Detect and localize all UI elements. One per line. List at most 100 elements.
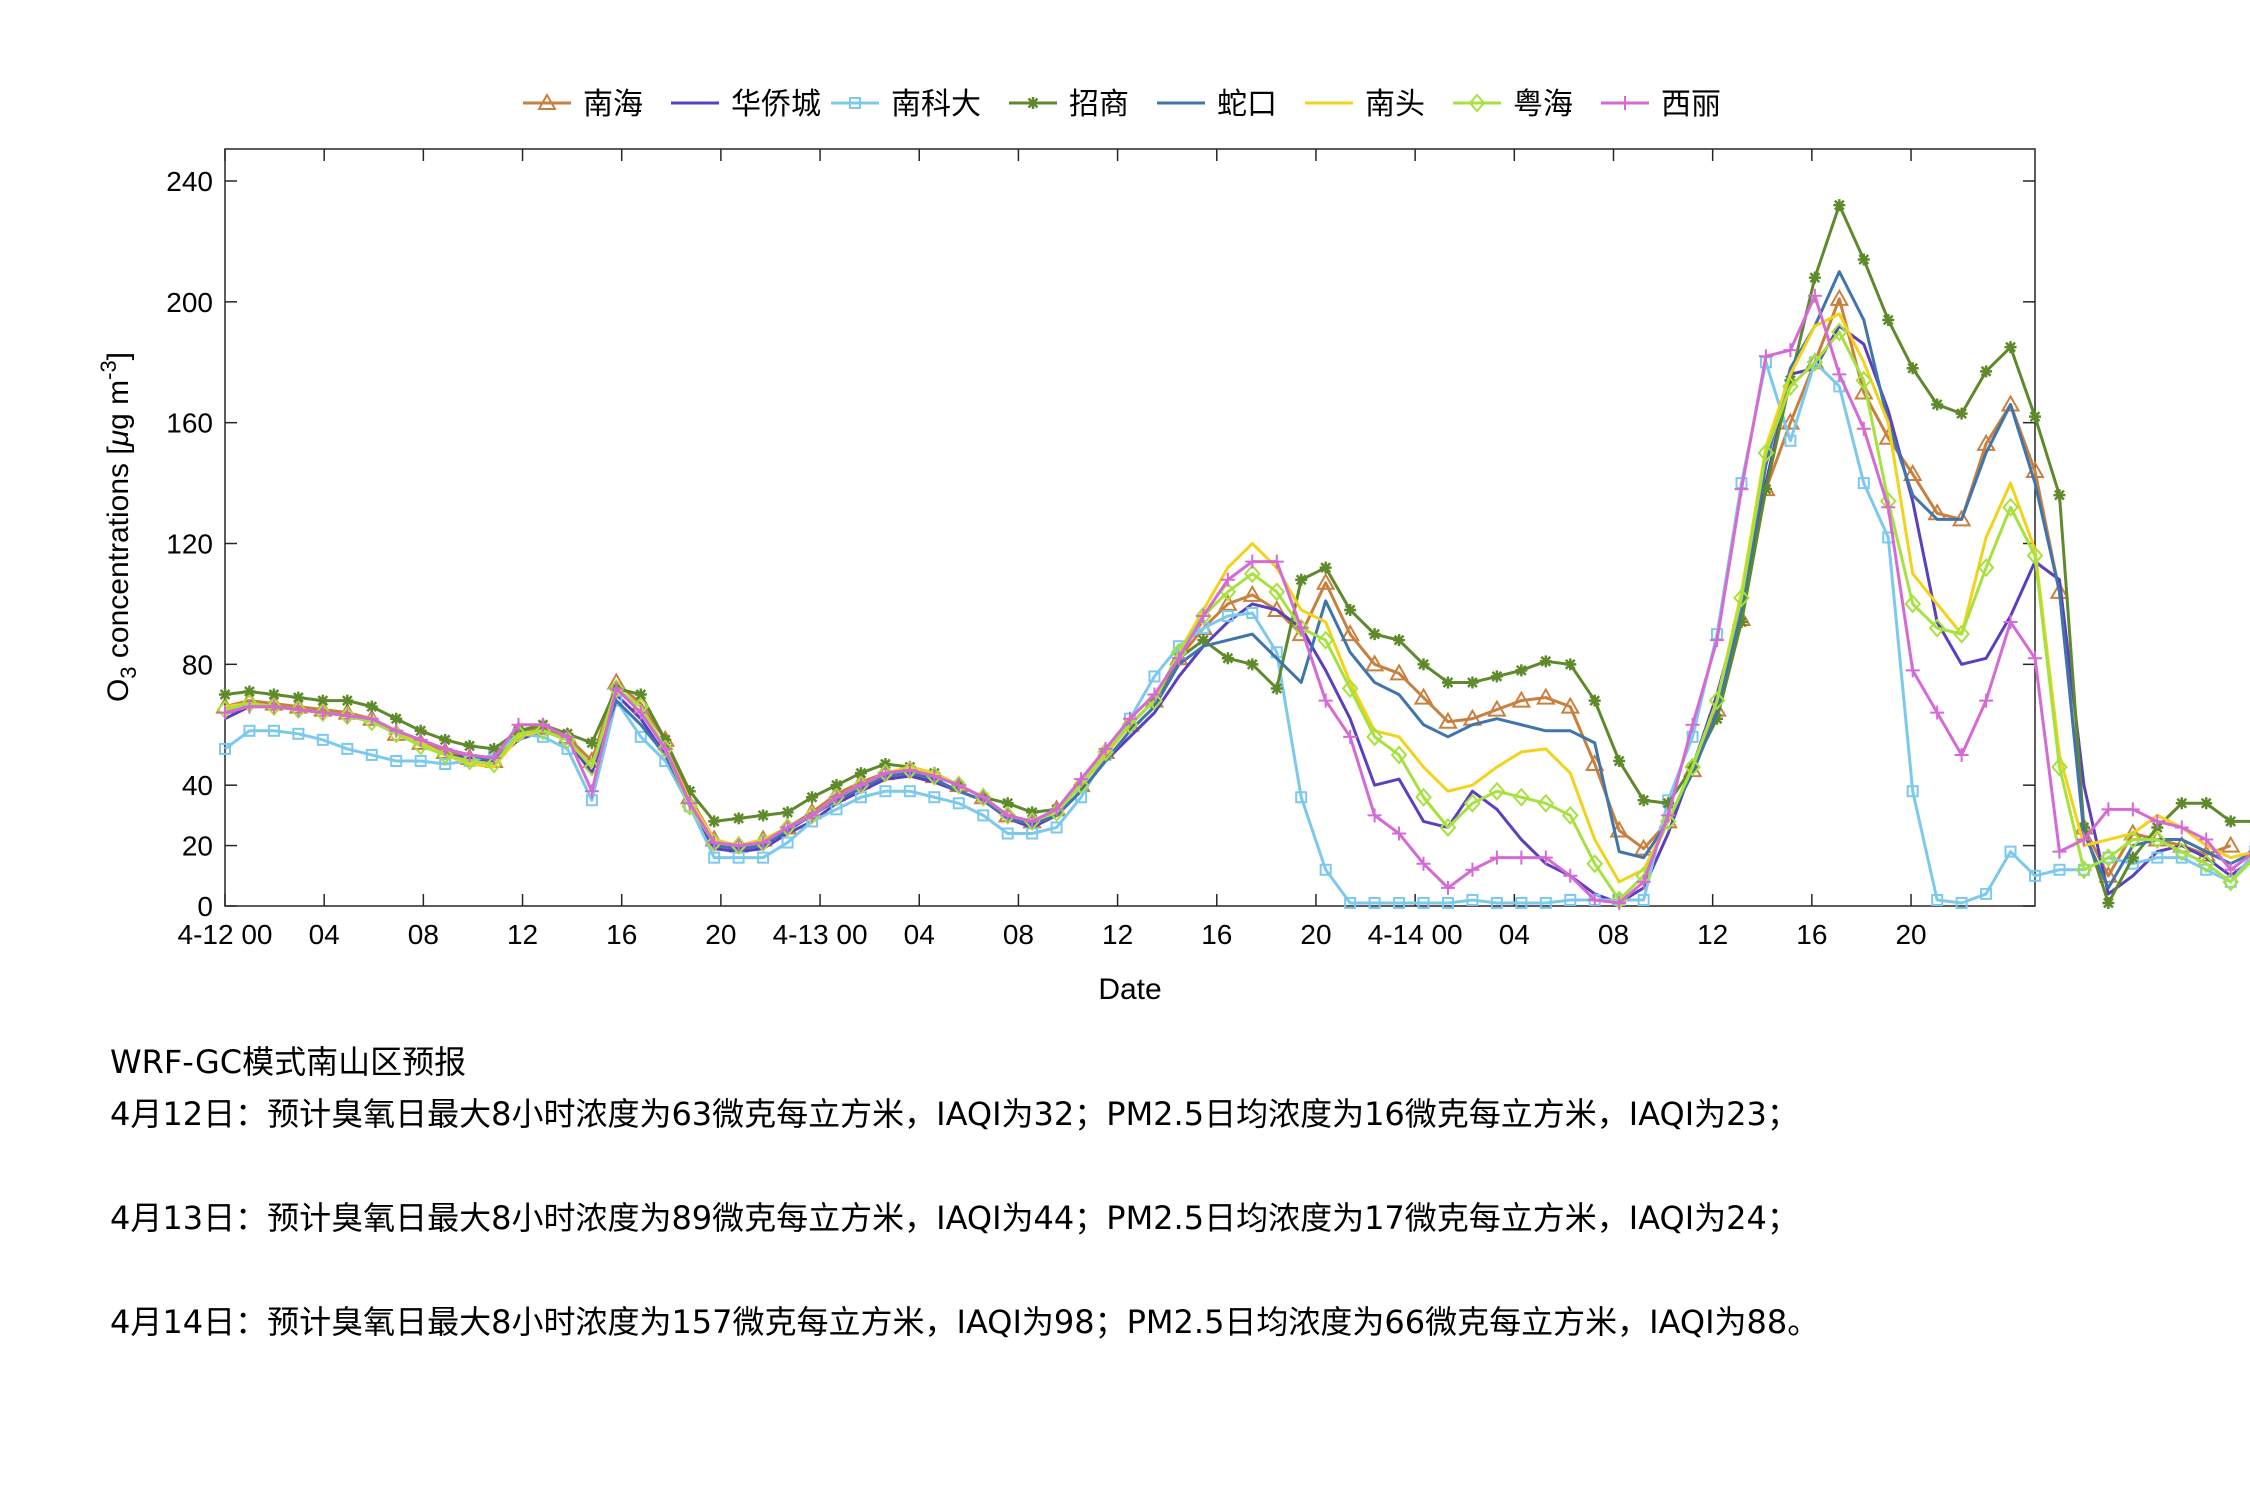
data-point xyxy=(291,702,306,717)
data-point xyxy=(1318,693,1333,708)
data-point xyxy=(1268,582,1286,602)
data-point xyxy=(292,691,305,704)
data-point xyxy=(2053,489,2066,502)
x-tick-label: 20 xyxy=(1895,919,1926,950)
forecast-notes: WRF-GC模式南山区预报 4月12日：预计臭氧日最大8小时浓度为63微克每立方… xyxy=(110,1036,2210,1348)
legend-item: 西丽 xyxy=(1601,87,1721,122)
data-point xyxy=(708,851,721,864)
data-point xyxy=(1684,757,1701,777)
data-point xyxy=(292,727,305,740)
data-point xyxy=(1464,793,1481,813)
data-point xyxy=(1344,896,1357,909)
data-point xyxy=(2125,802,2140,817)
notes-title: WRF-GC模式南山区预报 xyxy=(110,1043,467,1081)
data-point xyxy=(806,791,819,804)
legend-item: 招商 xyxy=(1009,87,1129,122)
x-tick-label: 04 xyxy=(309,919,340,950)
data-point xyxy=(461,751,478,771)
data-point xyxy=(1367,808,1382,823)
data-point xyxy=(1001,827,1014,840)
chart-legend: 南海 华侨城 南科大 招商 蛇口 南头 粤海 西丽 xyxy=(523,87,1721,122)
y-tick-label: 20 xyxy=(182,831,213,862)
y-tick-label: 120 xyxy=(166,529,213,560)
data-point xyxy=(1662,797,1675,810)
data-point xyxy=(609,681,624,696)
data-point xyxy=(1242,584,1263,602)
data-point xyxy=(1710,633,1725,648)
data-point xyxy=(1000,808,1015,823)
data-point xyxy=(1319,561,1332,574)
data-point xyxy=(338,706,356,726)
legend-label: 南科大 xyxy=(891,87,981,122)
data-point xyxy=(1197,634,1210,647)
data-point xyxy=(1906,362,1919,375)
data-point xyxy=(1928,618,1946,638)
data-point xyxy=(1618,96,1632,110)
data-point xyxy=(1368,896,1381,909)
x-tick-label: 16 xyxy=(606,919,637,950)
x-tick-label: 08 xyxy=(408,919,439,950)
legend-label: 粤海 xyxy=(1513,87,1573,122)
data-point xyxy=(1637,893,1650,906)
data-point xyxy=(707,835,722,850)
data-point xyxy=(584,784,599,799)
x-tick-label: 4-12 00 xyxy=(178,919,273,950)
data-point xyxy=(1049,802,1064,817)
data-point xyxy=(487,750,502,765)
data-point xyxy=(730,836,747,856)
data-point xyxy=(878,766,893,781)
data-point xyxy=(219,688,231,701)
data-point xyxy=(903,785,916,798)
data-point xyxy=(683,785,696,798)
data-point xyxy=(485,754,503,774)
data-point xyxy=(1587,892,1602,907)
legend-item: 粤海 xyxy=(1453,87,1573,122)
legend-item: 南海 xyxy=(523,87,643,122)
data-point xyxy=(1171,651,1186,666)
data-point xyxy=(1854,382,1874,400)
data-point xyxy=(585,736,598,749)
data-point xyxy=(1735,616,1748,629)
data-point xyxy=(267,688,280,701)
data-point xyxy=(928,791,941,804)
data-point xyxy=(2028,651,2042,666)
legend-label: 华侨城 xyxy=(731,87,821,122)
data-point xyxy=(315,705,330,720)
data-point xyxy=(1979,693,1994,708)
data-point xyxy=(2053,863,2066,876)
data-point xyxy=(439,733,452,746)
data-point xyxy=(1882,313,1895,326)
data-point xyxy=(242,699,257,714)
data-point xyxy=(1564,893,1577,906)
data-point xyxy=(1390,745,1408,765)
data-point xyxy=(976,790,991,805)
data-point xyxy=(2029,869,2041,882)
data-point xyxy=(1074,772,1089,787)
data-point xyxy=(1072,775,1090,795)
data-point xyxy=(1513,787,1530,807)
series-line xyxy=(224,203,2250,905)
data-point xyxy=(1711,712,1724,725)
data-point xyxy=(1537,793,1555,813)
data-point xyxy=(1855,370,1873,390)
data-point xyxy=(265,697,283,717)
data-point xyxy=(1413,687,1434,705)
data-point xyxy=(2102,851,2115,864)
data-point xyxy=(1368,628,1381,641)
data-point xyxy=(805,808,820,823)
data-point xyxy=(2220,835,2241,853)
data-point xyxy=(2223,862,2238,877)
data-point xyxy=(1636,874,1651,889)
data-point xyxy=(952,797,965,810)
data-point xyxy=(1515,664,1528,677)
data-point xyxy=(634,688,647,701)
data-point xyxy=(633,705,648,720)
y-tick-label: 0 xyxy=(197,891,213,922)
data-point xyxy=(1441,676,1454,689)
data-point xyxy=(1612,895,1627,910)
data-point xyxy=(511,717,526,732)
data-point xyxy=(1734,482,1749,497)
x-axis-title: Date xyxy=(1098,973,1161,1006)
data-point xyxy=(1416,856,1431,871)
x-tick-label: 08 xyxy=(1003,919,1034,950)
